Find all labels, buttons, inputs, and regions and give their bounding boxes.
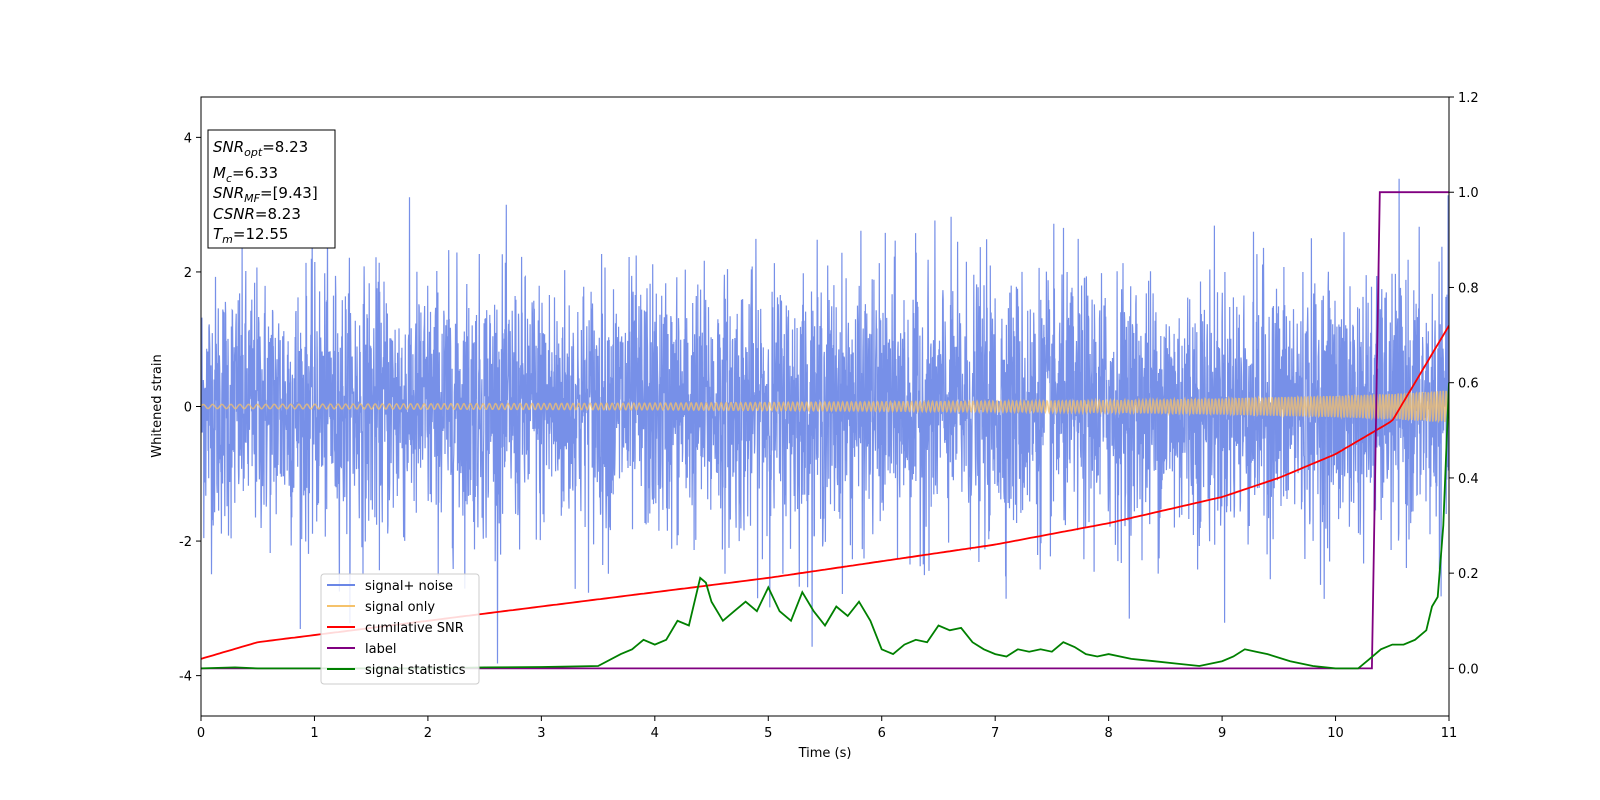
x-tick-label: 11 — [1441, 726, 1458, 741]
x-tick-label: 3 — [537, 726, 545, 741]
x-tick-label: 10 — [1327, 726, 1344, 741]
annotation-mc: Mc=6.33 — [213, 164, 278, 185]
y-axis-ticks: -4 -2 0 2 4 — [179, 131, 201, 685]
x-tick-label: 9 — [1218, 726, 1226, 741]
x-tick-label: 5 — [764, 726, 772, 741]
signal-statistics-line — [201, 382, 1449, 670]
annotation-csnr: CSNR=8.23 — [213, 205, 301, 223]
x-axis-label: Time (s) — [798, 746, 852, 761]
x-tick-label: 1 — [310, 726, 318, 741]
signal-statistics-series — [201, 382, 1449, 670]
label-series — [201, 191, 1449, 670]
x-tick-label: 6 — [878, 726, 886, 741]
y-tick-label: -4 — [179, 670, 192, 685]
y-tick-label: -2 — [179, 535, 192, 550]
signal-only-line — [201, 390, 1449, 424]
x-tick-label: 2 — [424, 726, 432, 741]
stats-annotation-box: SNRopt=8.23 Mc=6.33 SNRMF=[9.43] CSNR=8.… — [207, 129, 336, 249]
x-axis-ticks: 0 1 2 3 4 5 6 7 8 9 10 11 — [197, 716, 1457, 741]
x-tick-label: 7 — [991, 726, 999, 741]
y2-tick-label: 1.0 — [1458, 186, 1479, 201]
label-line — [201, 191, 1449, 670]
legend: signal+ noise signal only cumilative SNR… — [320, 573, 480, 685]
y-tick-label: 4 — [184, 131, 192, 146]
annotation-tm: Tm=12.55 — [213, 225, 288, 246]
signal-only-series — [201, 390, 1449, 424]
signal-noise-series — [201, 178, 1449, 664]
y2-tick-label: 0.6 — [1458, 377, 1479, 392]
y2-tick-label: 1.2 — [1458, 91, 1479, 106]
legend-label-label: label — [365, 642, 396, 657]
x-tick-label: 8 — [1104, 726, 1112, 741]
y-tick-label: 0 — [184, 401, 192, 416]
y2-axis-ticks: 0.0 0.2 0.4 0.6 0.8 1.0 1.2 — [1449, 91, 1479, 677]
legend-label-signal-only: signal only — [365, 600, 435, 615]
x-tick-label: 0 — [197, 726, 205, 741]
y-axis-label: Whitened strain — [150, 354, 165, 457]
legend-label-cumulative-snr: cumilative SNR — [365, 621, 464, 636]
y2-tick-label: 0.8 — [1458, 281, 1479, 296]
annotation-snr-opt: SNRopt=8.23 — [213, 138, 308, 159]
legend-label-signal-statistics: signal statistics — [365, 663, 466, 678]
y2-tick-label: 0.2 — [1458, 567, 1479, 582]
y2-tick-label: 0.4 — [1458, 472, 1479, 487]
x-tick-label: 4 — [651, 726, 659, 741]
annotation-snr-mf: SNRMF=[9.43] — [213, 184, 318, 205]
y-tick-label: 2 — [184, 266, 192, 281]
y2-tick-label: 0.0 — [1458, 662, 1479, 677]
signal-noise-line — [201, 178, 1449, 664]
legend-label-signal-noise: signal+ noise — [365, 579, 453, 594]
